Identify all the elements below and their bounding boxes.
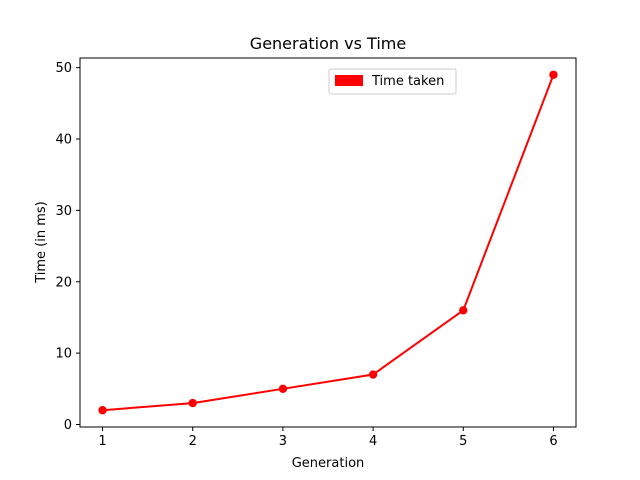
x-tick-label: 5: [459, 434, 467, 449]
data-point: [188, 398, 197, 408]
y-tick-label: 50: [55, 61, 72, 76]
x-tick-label: 2: [189, 434, 197, 449]
y-tick-label: 20: [55, 275, 72, 290]
data-point: [278, 384, 288, 394]
chart-title: Generation vs Time: [250, 34, 406, 53]
x-tick-label: 6: [549, 434, 557, 449]
x-tick-label: 4: [369, 434, 377, 449]
plot-frame: [79, 57, 577, 428]
data-point: [549, 70, 558, 79]
y-tick-label: 40: [55, 133, 72, 148]
data-point: [98, 406, 107, 415]
x-tick-label: 1: [98, 434, 106, 449]
y-tick-label: 30: [55, 204, 72, 219]
series-line-0: [101, 73, 555, 412]
plot-area: 1 2 3 4 5 6 0 10 20 30 40 50: [55, 57, 577, 449]
x-tick-label: 3: [279, 434, 287, 449]
x-axis-label: Generation: [292, 456, 365, 471]
legend: Time taken: [328, 68, 457, 95]
y-axis-label: Time (in ms): [34, 201, 49, 284]
y-tick-label: 0: [64, 418, 72, 433]
y-tick-label: 10: [55, 347, 72, 362]
data-point: [368, 370, 378, 379]
data-point: [459, 306, 468, 315]
legend-label: Time taken: [371, 74, 444, 89]
legend-swatch: [335, 75, 363, 86]
